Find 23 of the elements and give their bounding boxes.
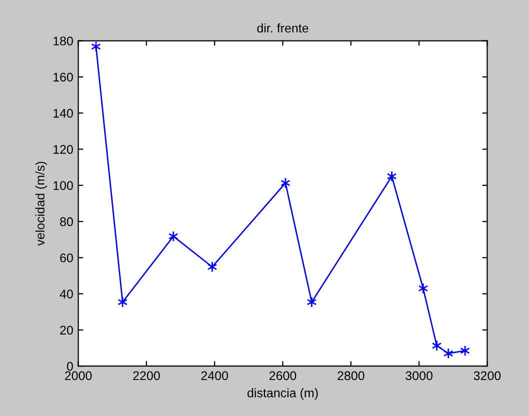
point: [118, 296, 128, 308]
x-tick-label: 2200: [133, 371, 160, 380]
y-tick-label: 80: [60, 217, 73, 226]
x-tick-label: 2600: [269, 371, 296, 380]
y-axis-title: velocidad (m/s): [35, 162, 48, 246]
y-tick-label: 160: [54, 72, 73, 82]
x-tick-label: 3000: [406, 371, 432, 380]
x-tick-label: 2000: [65, 371, 92, 380]
x-axis-title: distancia (m): [248, 388, 318, 400]
y-tick-label: 120: [54, 145, 73, 154]
y-tick-label: 100: [54, 181, 73, 190]
chart-title: dir. frente: [257, 23, 308, 33]
y-tick-label: 0: [66, 362, 73, 371]
point: [443, 348, 454, 359]
x-tick-label: 2400: [201, 371, 228, 380]
y-tick-label: 140: [54, 108, 73, 118]
y-tick-label: 20: [60, 326, 73, 335]
y-tick-label: 180: [54, 36, 73, 46]
y-tick-label: 40: [60, 290, 73, 298]
point: [306, 296, 317, 308]
y-tick-label: 60: [60, 253, 73, 262]
x-tick-label: 2800: [338, 371, 364, 380]
x-tick-label: 3200: [474, 371, 501, 380]
